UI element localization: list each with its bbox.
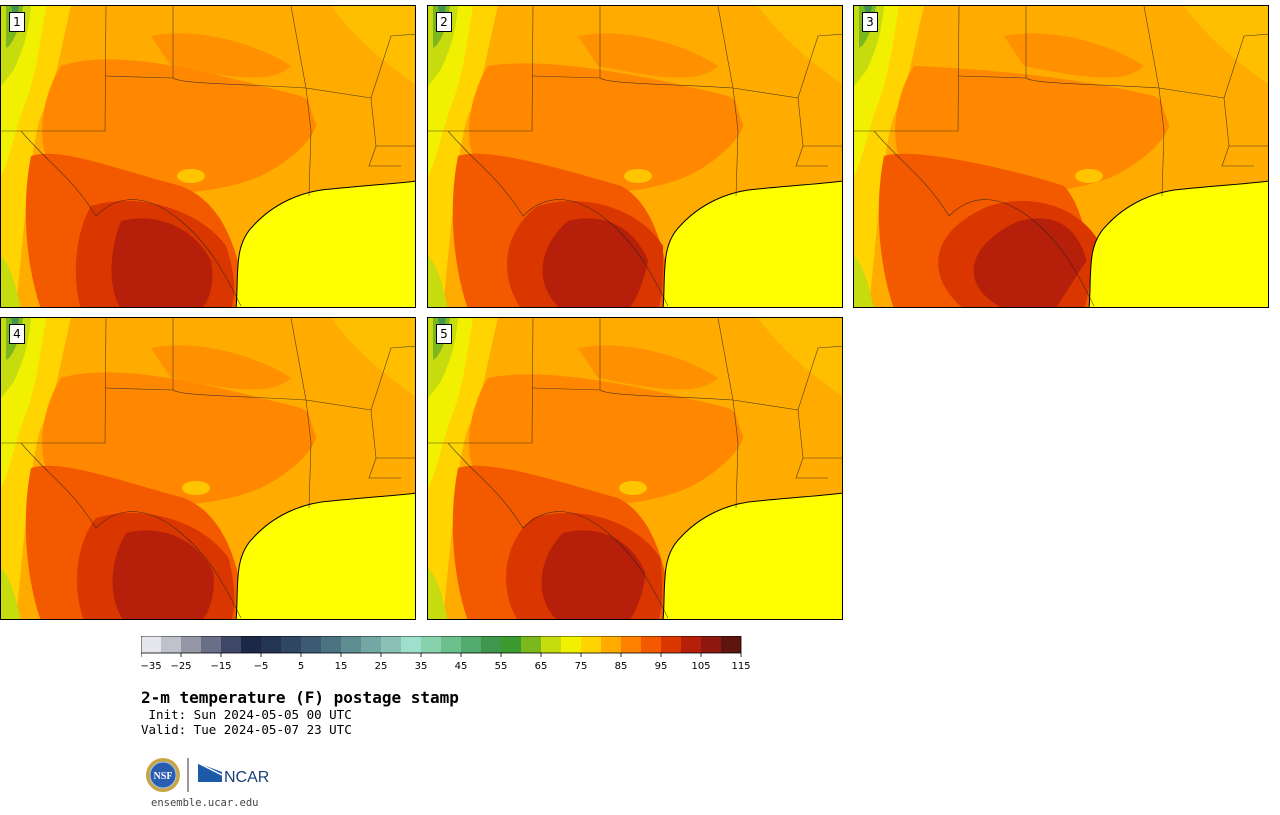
colorbar-segment <box>141 636 161 653</box>
temperature-map <box>1 6 415 307</box>
member-panel-4: 4 <box>0 317 416 620</box>
colorbar-segment <box>181 636 201 653</box>
temperature-map <box>428 318 842 619</box>
member-panel-3: 3 <box>853 5 1269 308</box>
temperature-colorbar: −35 −25 −15 −5 5 15 25 35 45 55 65 75 85 95 105 115 <box>141 636 751 672</box>
colorbar-segment <box>281 636 301 653</box>
member-panel-2: 2 <box>427 5 843 308</box>
colorbar-tick-label: 85 <box>615 661 628 672</box>
colorbar-segment <box>501 636 521 653</box>
colorbar-tick-label: −5 <box>254 661 269 672</box>
colorbar-tick-label: 105 <box>691 661 710 672</box>
valid-time: Valid: Tue 2024-05-07 23 UTC <box>141 722 352 737</box>
colorbar-tick-label: 75 <box>575 661 588 672</box>
colorbar-tick-label: −35 <box>141 661 162 672</box>
chart-title: 2-m temperature (F) postage stamp <box>141 688 459 707</box>
colorbar-segment <box>561 636 581 653</box>
member-number-label: 1 <box>9 12 25 32</box>
colorbar-segment <box>681 636 701 653</box>
colorbar-segment <box>521 636 541 653</box>
colorbar-segment <box>481 636 501 653</box>
colorbar-segment <box>461 636 481 653</box>
colorbar-tick-label: −15 <box>210 661 231 672</box>
website-label: ensemble.ucar.edu <box>151 797 259 809</box>
colorbar-tick-label: 25 <box>375 661 388 672</box>
temperature-map <box>854 6 1268 307</box>
colorbar-tick-label: 95 <box>655 661 668 672</box>
colorbar-segment <box>401 636 421 653</box>
colorbar-tick-label: 65 <box>535 661 548 672</box>
colorbar-segment <box>541 636 561 653</box>
colorbar-segment <box>601 636 621 653</box>
colorbar-segment <box>361 636 381 653</box>
init-time: Init: Sun 2024-05-05 00 UTC <box>141 707 352 722</box>
colorbar-tick-label: −25 <box>170 661 191 672</box>
colorbar-segment <box>581 636 601 653</box>
colorbar-tick-label: 15 <box>335 661 348 672</box>
colorbar-segment <box>641 636 661 653</box>
colorbar-segment <box>221 636 241 653</box>
colorbar-segment <box>421 636 441 653</box>
colorbar-tick-label: 45 <box>455 661 468 672</box>
colorbar-segment <box>441 636 461 653</box>
colorbar-tick-label: 5 <box>298 661 304 672</box>
colorbar-segment <box>341 636 361 653</box>
logo-row: NSF NCAR <box>145 756 275 800</box>
colorbar-segment <box>201 636 221 653</box>
colorbar-segment <box>301 636 321 653</box>
member-number-label: 5 <box>436 324 452 344</box>
temperature-map <box>428 6 842 307</box>
colorbar-segment <box>381 636 401 653</box>
member-number-label: 4 <box>9 324 25 344</box>
colorbar-segment <box>161 636 181 653</box>
nsf-logo-text: NSF <box>154 771 173 782</box>
colorbar-tick-label: 115 <box>731 661 750 672</box>
member-number-label: 3 <box>862 12 878 32</box>
colorbar-tick-label: 55 <box>495 661 508 672</box>
colorbar-segment <box>261 636 281 653</box>
temperature-map <box>1 318 415 619</box>
member-panel-5: 5 <box>427 317 843 620</box>
colorbar-tick-label: 35 <box>415 661 428 672</box>
colorbar-segment <box>701 636 721 653</box>
ncar-logo: NCAR <box>197 762 269 786</box>
colorbar-segment <box>661 636 681 653</box>
colorbar-segment <box>241 636 261 653</box>
colorbar-segment <box>321 636 341 653</box>
ncar-logo-text: NCAR <box>224 769 269 786</box>
colorbar-segment <box>621 636 641 653</box>
member-panel-1: 1 <box>0 5 416 308</box>
member-number-label: 2 <box>436 12 452 32</box>
colorbar-segment <box>721 636 741 653</box>
nsf-logo: NSF <box>146 758 180 792</box>
